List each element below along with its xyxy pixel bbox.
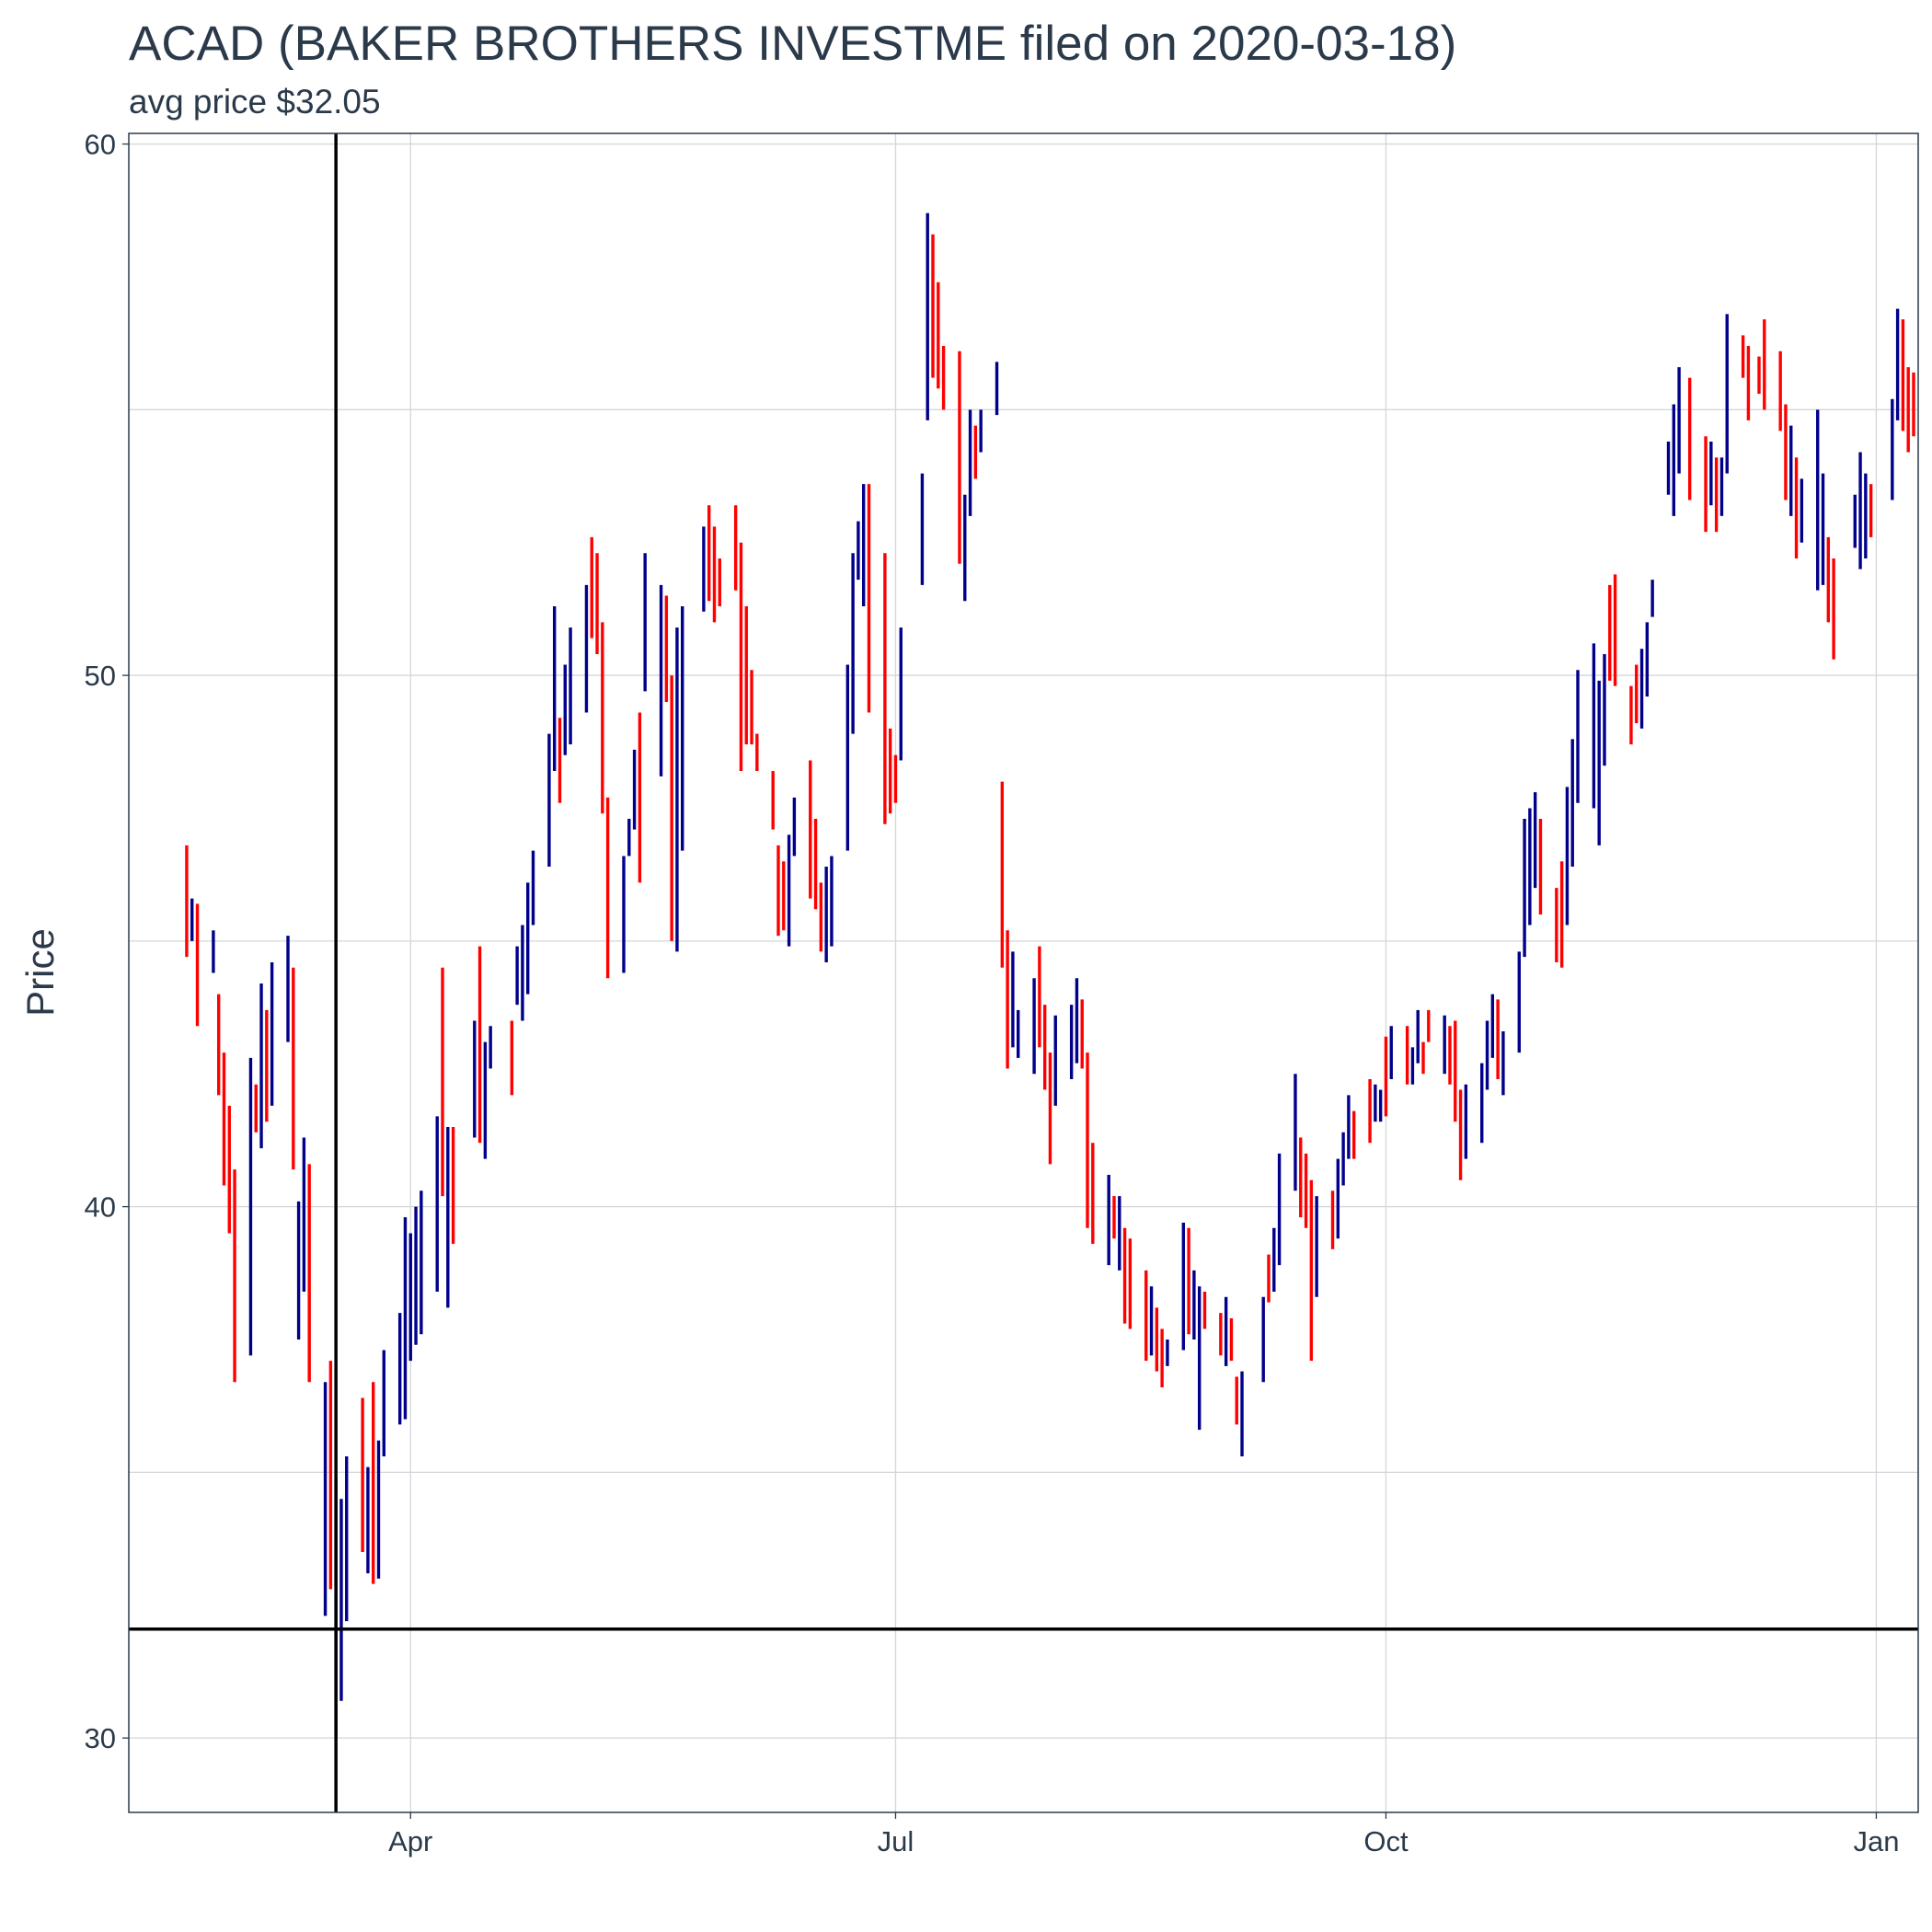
y-axis-title: Price: [18, 928, 62, 1017]
axes: 30 40 50 60 Apr Jul Oct Jan: [85, 129, 1900, 1857]
chart-subtitle: avg price $32.05: [129, 83, 381, 121]
y-tick-label: 40: [85, 1191, 116, 1224]
price-bars: [185, 213, 1915, 1739]
reference-lines: [129, 133, 1918, 1812]
grid-lines: [129, 133, 1918, 1812]
panel-border: [128, 132, 1919, 1813]
x-tick-label: Oct: [1363, 1825, 1409, 1857]
x-tick-label: Jul: [878, 1825, 914, 1857]
chart-title: ACAD (BAKER BROTHERS INVESTME filed on 2…: [129, 17, 1457, 71]
y-tick-label: 30: [85, 1722, 116, 1754]
x-tick-label: Jan: [1853, 1825, 1899, 1857]
y-tick-label: 50: [85, 660, 116, 692]
y-tick-label: 60: [85, 129, 116, 161]
x-tick-label: Apr: [388, 1825, 432, 1857]
